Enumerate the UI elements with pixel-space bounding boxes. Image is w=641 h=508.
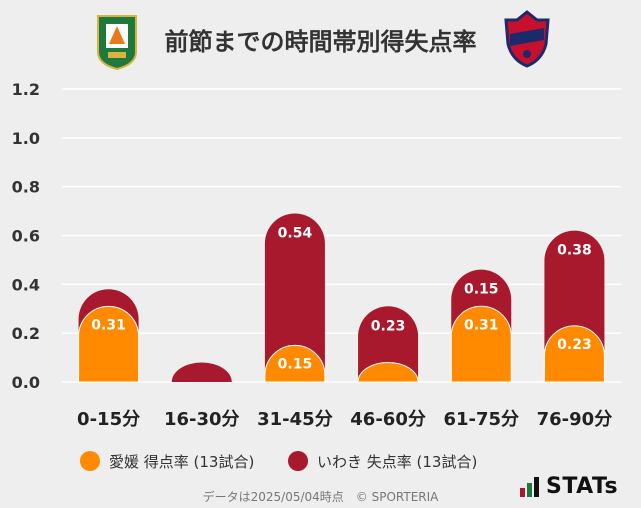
x-tick-label: 16-30分 xyxy=(164,409,240,430)
y-tick-label: 1.0 xyxy=(12,129,40,148)
data-label-iwaki: 0.38 xyxy=(557,243,592,259)
ehime-fc-emblem-icon xyxy=(97,15,137,70)
legend-swatch-iwaki xyxy=(288,451,308,471)
y-tick-label: 0.0 xyxy=(12,373,40,392)
legend-label-iwaki: いわき 失点率 (13試合) xyxy=(317,452,478,471)
legend-label-ehime: 愛媛 得点率 (13試合) xyxy=(109,452,255,471)
chart-area: 0.0 0.2 0.4 0.6 0.8 1.0 1.2 0.31 0-15分 16-30分 0.54… xyxy=(12,80,621,430)
data-label-ehime: 0.23 xyxy=(557,337,592,353)
data-label-iwaki: 0.15 xyxy=(464,282,499,298)
x-tick-label: 46-60分 xyxy=(350,409,426,430)
bar-iwaki-4 xyxy=(358,306,419,382)
iwaki-fc-emblem-icon xyxy=(504,10,550,68)
legend-item-iwaki: いわき 失点率 (13試合) xyxy=(288,449,477,473)
data-label-ehime: 0.15 xyxy=(278,356,313,372)
y-tick-label: 0.8 xyxy=(12,178,40,197)
x-tick-label: 0-15分 xyxy=(77,409,140,430)
data-label-ehime: 0.31 xyxy=(464,317,499,333)
stats-bars-icon xyxy=(520,476,541,497)
bar-iwaki-3 xyxy=(264,213,325,382)
x-tick-label: 61-75分 xyxy=(443,409,519,430)
data-footnote: データは2025/05/04時点 © SPORTERIA xyxy=(202,490,439,504)
bar-ehime-4 xyxy=(357,362,419,383)
bar-iwaki-2 xyxy=(171,362,232,382)
bar-ehime-1 xyxy=(78,305,140,383)
legend-item-ehime: 愛媛 得点率 (13試合) xyxy=(80,449,254,473)
bar-ehime-6 xyxy=(543,325,605,383)
data-label-iwaki: 0.54 xyxy=(278,226,313,242)
legend-swatch-ehime xyxy=(80,451,100,471)
page-title: 前節までの時間帯別得失点率 xyxy=(164,28,477,56)
y-tick-label: 1.2 xyxy=(12,80,40,99)
y-tick-label: 0.2 xyxy=(12,324,40,343)
y-tick-label: 0.6 xyxy=(12,227,40,246)
stats-brand-logo: STATs xyxy=(520,474,618,499)
bar-ehime-3 xyxy=(264,344,326,383)
x-tick-label: 76-90分 xyxy=(537,409,613,430)
data-label-ehime: 0.31 xyxy=(91,317,126,333)
bar-ehime-5 xyxy=(450,305,512,383)
y-tick-label: 0.4 xyxy=(12,275,40,294)
stats-brand-text: STATs xyxy=(546,474,619,499)
data-label-iwaki: 0.23 xyxy=(371,318,406,334)
x-tick-label: 31-45分 xyxy=(257,409,333,430)
